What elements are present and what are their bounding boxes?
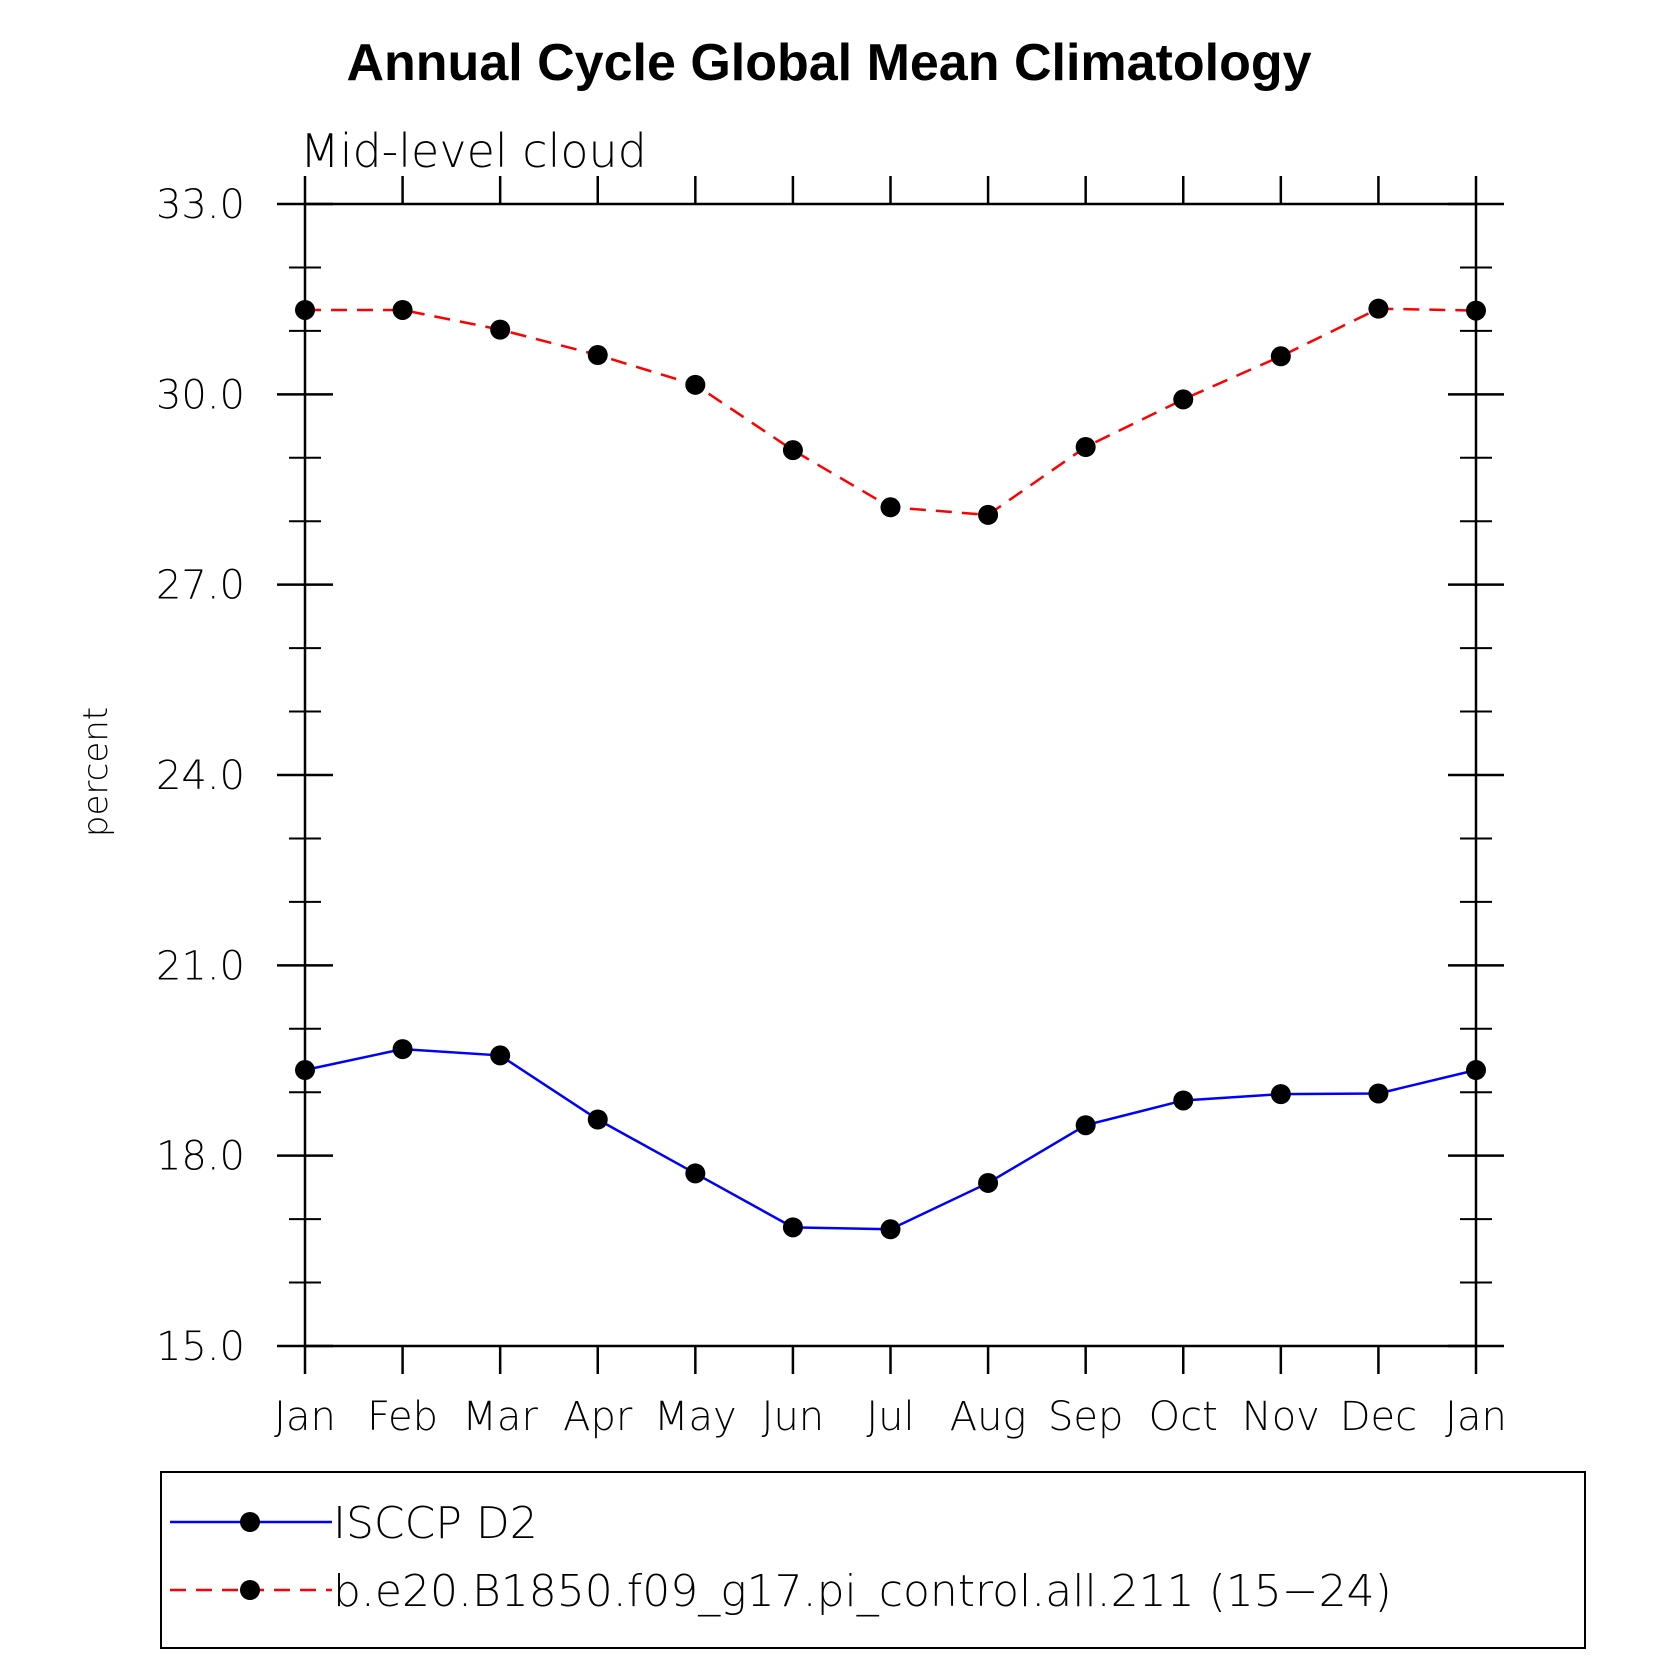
data-point xyxy=(392,1039,413,1060)
x-tick-label: Nov xyxy=(1242,1394,1320,1440)
y-tick-label: 30.0 xyxy=(156,372,245,418)
tick-labels: Jan Feb Mar Apr May Jun Jul Aug Sep Oct Nov Dec Jan 1… xyxy=(156,182,1507,1440)
legend-label-isccp: ISCCP D2 xyxy=(333,1498,538,1549)
data-point xyxy=(1368,298,1389,319)
legend-box xyxy=(160,1471,1586,1649)
y-tick-label: 18.0 xyxy=(156,1134,245,1180)
legend: ISCCP D2 b.e20.B1850.f09_g17.pi_control.… xyxy=(160,1471,1586,1649)
data-point xyxy=(978,1172,999,1193)
x-tick-label: Feb xyxy=(367,1394,438,1440)
series-layer xyxy=(295,298,1486,1240)
legend-marker-model xyxy=(240,1580,260,1600)
y-tick-label: 15.0 xyxy=(156,1324,245,1370)
data-point xyxy=(880,497,901,518)
data-point xyxy=(295,299,315,320)
y-axis-label: percent xyxy=(76,707,116,837)
x-tick-label: Mar xyxy=(462,1394,538,1440)
y-tick-label: 21.0 xyxy=(156,943,245,989)
data-point xyxy=(782,440,803,461)
x-tick-label: May xyxy=(654,1394,737,1440)
data-point xyxy=(490,319,511,340)
data-point xyxy=(880,1219,901,1240)
data-point xyxy=(1466,300,1486,321)
series-line-0 xyxy=(304,1047,1477,1231)
data-point xyxy=(1270,346,1291,367)
legend-label-model: b.e20.B1850.f09_g17.pi_control.all.211 (… xyxy=(333,1566,1392,1617)
x-tick-label: Jul xyxy=(866,1394,914,1440)
x-tick-label: Aug xyxy=(950,1394,1027,1440)
plot-axes xyxy=(277,176,1504,1374)
data-point xyxy=(1173,1090,1194,1111)
y-tick-label: 24.0 xyxy=(156,753,245,799)
data-point xyxy=(1466,1060,1486,1081)
legend-marker-isccp xyxy=(240,1512,260,1532)
chart-subtitle: Mid-level cloud xyxy=(300,124,647,178)
data-point xyxy=(782,1217,803,1238)
series-line-1 xyxy=(305,307,1477,517)
x-tick-label: Jun xyxy=(762,1394,825,1440)
data-point xyxy=(392,299,413,320)
x-tick-label: Dec xyxy=(1340,1394,1417,1440)
y-tick-label: 33.0 xyxy=(156,182,245,228)
data-point xyxy=(685,1163,706,1184)
data-point xyxy=(1368,1083,1389,1104)
data-point xyxy=(1075,436,1096,457)
data-point xyxy=(490,1045,511,1066)
data-point xyxy=(1270,1084,1291,1105)
data-point xyxy=(1173,389,1194,410)
x-tick-label: Jan xyxy=(1445,1394,1507,1440)
data-point xyxy=(1075,1115,1096,1136)
data-point xyxy=(978,504,999,525)
data-point xyxy=(295,1060,315,1081)
data-point xyxy=(587,1109,608,1130)
data-point xyxy=(587,344,608,365)
x-tick-label: Sep xyxy=(1048,1394,1123,1440)
x-tick-label: Jan xyxy=(274,1394,336,1440)
x-tick-label: Apr xyxy=(563,1394,633,1440)
data-point xyxy=(685,374,706,395)
y-tick-label: 27.0 xyxy=(156,563,245,609)
x-tick-label: Oct xyxy=(1149,1394,1218,1440)
chart-title: Annual Cycle Global Mean Climatology xyxy=(346,34,1311,92)
